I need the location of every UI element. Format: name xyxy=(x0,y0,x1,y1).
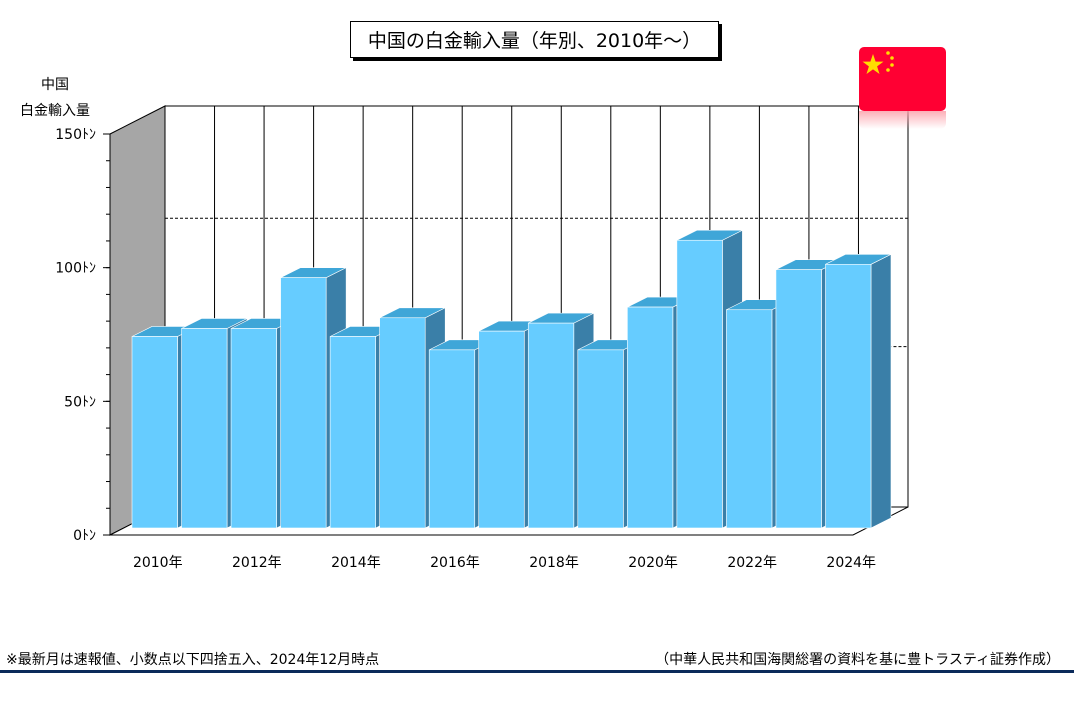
x-tick-label: 2016年 xyxy=(430,555,480,571)
bar-front xyxy=(181,328,228,529)
flag-small-star-2 xyxy=(890,56,894,60)
y-axis-ticks: 0ﾄﾝ 50ﾄﾝ 100ﾄﾝ 150ﾄﾝ xyxy=(55,127,110,544)
footer-rule xyxy=(0,670,1074,673)
bar-front xyxy=(527,322,575,529)
bar-2013 xyxy=(280,267,347,529)
bar-front xyxy=(825,263,872,529)
footnote-left: ※最新月は速報値、小数点以下四捨五入、2024年12月時点 xyxy=(6,652,380,668)
x-tick-label: 2014年 xyxy=(331,555,381,571)
y-tick-label: 150ﾄﾝ xyxy=(55,127,96,143)
bar-front xyxy=(131,336,178,529)
bar-front xyxy=(478,330,525,529)
flag-small-star-3 xyxy=(890,63,894,67)
bar-front xyxy=(230,328,277,529)
chart-title: 中国の白金輸入量（年別、2010年～） xyxy=(350,21,719,58)
x-tick-label: 2020年 xyxy=(628,555,678,571)
y-axis-label-line-2: 白金輸入量 xyxy=(20,103,90,119)
bar-front xyxy=(775,269,822,529)
x-tick-label: 2010年 xyxy=(133,555,183,571)
bar-front xyxy=(428,349,476,529)
y-tick-label: 0ﾄﾝ xyxy=(73,528,96,544)
flag-small-star-1 xyxy=(886,51,890,55)
y-tick-label: 50ﾄﾝ xyxy=(64,394,96,410)
bar-front xyxy=(329,336,376,529)
bar-front xyxy=(577,349,624,529)
flag-reflection xyxy=(859,111,946,129)
footnote-source: （中華人民共和国海関総署の資料を基に豊トラスティ証券作成） xyxy=(655,652,1060,668)
bar-2024 xyxy=(825,253,892,529)
china-flag-icon xyxy=(859,47,946,111)
flag-large-star xyxy=(862,54,884,74)
bar-front xyxy=(280,277,327,529)
chart-bars xyxy=(131,229,892,529)
bar-side xyxy=(870,253,892,529)
x-axis-ticks: 2010年 2012年 2014年 2016年 2018年 2020年 2022年 2024年 xyxy=(133,555,876,571)
bar-front xyxy=(379,317,426,529)
bar-front xyxy=(627,306,674,529)
x-tick-label: 2024年 xyxy=(826,555,876,571)
x-tick-label: 2018年 xyxy=(529,555,579,571)
y-axis-label-line-1: 中国 xyxy=(41,77,69,93)
y-tick-label: 100ﾄﾝ xyxy=(55,261,96,277)
bar-front xyxy=(676,239,723,529)
flag-field xyxy=(859,47,946,111)
x-tick-label: 2012年 xyxy=(232,555,282,571)
flag-small-star-4 xyxy=(886,68,890,72)
x-tick-label: 2022年 xyxy=(727,555,777,571)
bar-front xyxy=(726,309,773,529)
